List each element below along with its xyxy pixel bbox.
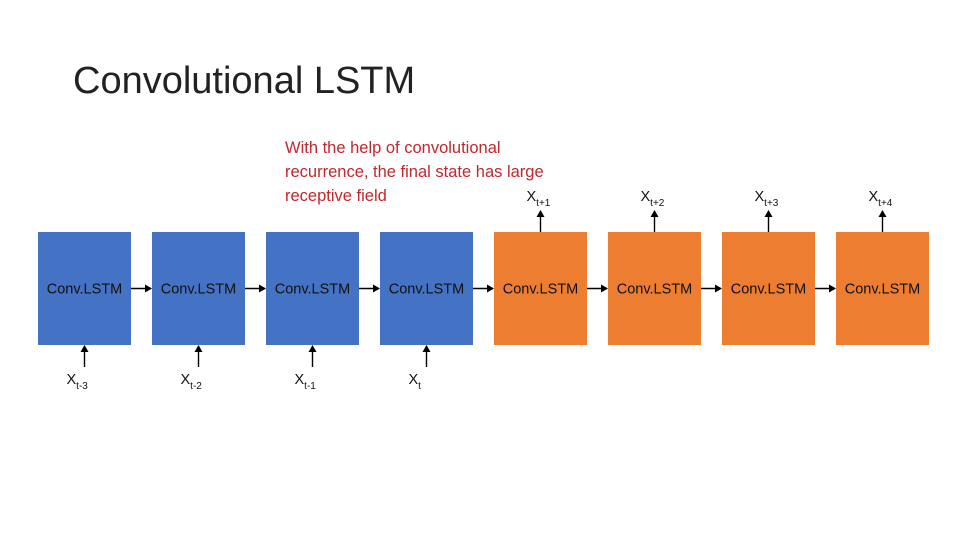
io-label: Xt+2 (641, 189, 665, 209)
annotation-line: receptive field (285, 187, 387, 205)
io-base: X (641, 189, 651, 205)
cell-label: Conv.LSTM (503, 282, 578, 298)
annotation-line: With the help of convolutional (285, 139, 501, 157)
io-sub: t-1 (304, 381, 316, 392)
cell-label: Conv.LSTM (47, 282, 122, 298)
cell-label: Conv.LSTM (389, 282, 464, 298)
io-base: X (527, 189, 537, 205)
cell-label: Conv.LSTM (161, 282, 236, 298)
cell-label: Conv.LSTM (845, 282, 920, 298)
io-sub: t+4 (878, 198, 893, 209)
io-label: Xt (409, 372, 422, 392)
cell-box (608, 232, 701, 345)
io-label: Xt-2 (181, 372, 203, 392)
cell-label: Conv.LSTM (275, 282, 350, 298)
io-label: Xt-1 (295, 372, 317, 392)
cell-box (836, 232, 929, 345)
io-sub: t (418, 381, 421, 392)
io-label: Xt+4 (869, 189, 893, 209)
annotation: With the help of convolutional recurrence… (285, 139, 544, 205)
io-base: X (409, 372, 419, 388)
io-base: X (67, 372, 77, 388)
io-label: Xt+1 (527, 189, 551, 209)
io-label: Xt-3 (67, 372, 89, 392)
io-base: X (869, 189, 879, 205)
annotation-line: recurrence, the final state has large (285, 163, 544, 181)
io-sub: t-3 (76, 381, 88, 392)
cell-label: Conv.LSTM (731, 282, 806, 298)
io-label: Xt+3 (755, 189, 779, 209)
io-base: X (181, 372, 191, 388)
cell-label: Conv.LSTM (617, 282, 692, 298)
cell-box (494, 232, 587, 345)
title: Convolutional LSTM (73, 60, 415, 102)
cell-box (38, 232, 131, 345)
io-sub: t+2 (650, 198, 665, 209)
cell-box (722, 232, 815, 345)
cell-box (266, 232, 359, 345)
io-base: X (295, 372, 305, 388)
io-sub: t+1 (536, 198, 551, 209)
cell-box (380, 232, 473, 345)
io-sub: t+3 (764, 198, 779, 209)
io-sub: t-2 (190, 381, 202, 392)
io-base: X (755, 189, 765, 205)
cell-box (152, 232, 245, 345)
diagram: Conv.LSTM Xt-3 Conv.LSTM Xt-2 Conv.LSTM Xt-1 C… (38, 189, 929, 392)
